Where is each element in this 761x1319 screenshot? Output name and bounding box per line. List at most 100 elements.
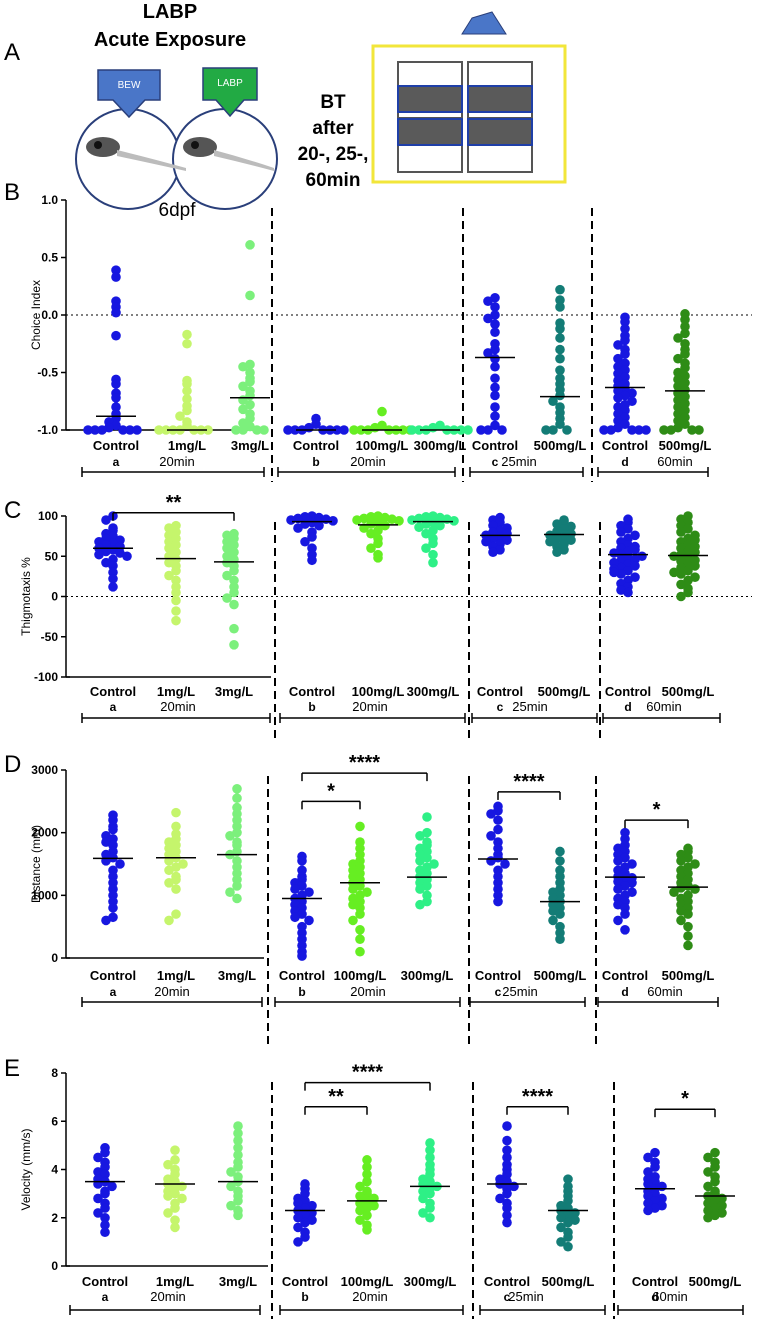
group-7: 500mg/L xyxy=(542,1174,594,1289)
data-point xyxy=(563,1196,573,1206)
data-point xyxy=(616,527,626,537)
data-point xyxy=(229,623,239,634)
data-point xyxy=(556,1212,566,1223)
data-point xyxy=(490,390,500,401)
time-bracket: 60min xyxy=(597,454,709,477)
data-point xyxy=(676,579,686,590)
data-point xyxy=(101,915,111,926)
data-point xyxy=(620,909,630,919)
time-bracket: 20min xyxy=(81,454,265,477)
data-point xyxy=(232,784,242,794)
y-tick-label: 50 xyxy=(45,549,59,563)
data-point xyxy=(111,307,121,318)
data-point xyxy=(229,587,239,598)
group-1: 1mg/L xyxy=(156,807,196,983)
data-point xyxy=(229,640,239,650)
data-point xyxy=(620,317,630,327)
group-9: 500mg/L xyxy=(659,309,711,453)
data-point xyxy=(552,519,562,529)
group-letter: d xyxy=(651,1290,658,1304)
data-point xyxy=(659,425,669,435)
data-point xyxy=(293,1212,303,1223)
data-point xyxy=(93,1179,103,1189)
data-point xyxy=(245,399,255,410)
data-point xyxy=(555,390,565,401)
data-point xyxy=(555,302,565,312)
data-point xyxy=(599,425,609,435)
data-point xyxy=(233,1150,243,1160)
group-1: 1mg/L xyxy=(155,1145,195,1289)
data-point xyxy=(703,1205,713,1216)
y-tick-label: 4 xyxy=(51,1163,58,1177)
data-point xyxy=(171,565,181,576)
data-point xyxy=(502,1135,512,1146)
data-point xyxy=(108,824,118,835)
data-point xyxy=(332,425,342,435)
data-point xyxy=(476,425,486,435)
data-point xyxy=(111,402,121,412)
data-point xyxy=(238,425,248,435)
significance-bar: * xyxy=(301,780,361,810)
panel-a-title-line2: Acute Exposure xyxy=(94,29,246,51)
data-point xyxy=(683,587,693,598)
data-point xyxy=(502,1145,512,1155)
data-point xyxy=(606,425,616,435)
y-tick-label: -50 xyxy=(41,630,59,644)
data-point xyxy=(164,915,174,926)
data-point xyxy=(683,940,693,951)
data-point xyxy=(300,1217,310,1228)
data-point xyxy=(623,587,633,598)
data-point xyxy=(666,425,676,435)
sig-label: * xyxy=(327,780,335,802)
data-point xyxy=(643,1191,653,1201)
data-point xyxy=(362,1162,372,1172)
data-point xyxy=(348,884,358,894)
category-label: 300mg/L xyxy=(404,1274,457,1289)
data-point xyxy=(483,313,493,324)
group-letter: c xyxy=(492,455,499,469)
category-label: Control xyxy=(602,438,648,453)
group-1: 1mg/L xyxy=(154,329,213,453)
data-point xyxy=(122,551,132,562)
bew-arrow-icon xyxy=(97,69,161,119)
data-point xyxy=(107,1181,117,1192)
data-point xyxy=(182,338,192,349)
sig-label: **** xyxy=(352,1062,383,1084)
bracket-label: 60min xyxy=(647,984,682,999)
bracket-label: 25min xyxy=(512,699,547,714)
panel-letter: C xyxy=(4,497,21,524)
data-point xyxy=(170,1222,180,1233)
category-label: Control xyxy=(282,1274,328,1289)
group-9: 500mg/L xyxy=(689,1147,741,1289)
data-point xyxy=(634,425,644,435)
data-point xyxy=(100,1220,110,1230)
data-point xyxy=(355,1215,365,1225)
category-label: 300mg/L xyxy=(414,438,467,453)
significance-bar: ** xyxy=(304,1086,368,1115)
arena-shaded-zone xyxy=(397,85,463,113)
data-point xyxy=(673,353,683,364)
time-bracket: 20min xyxy=(274,984,461,1007)
data-point xyxy=(111,272,121,282)
data-point xyxy=(650,1147,660,1158)
data-point xyxy=(233,1196,243,1206)
group-9: 500mg/L xyxy=(662,843,714,983)
data-point xyxy=(154,425,164,435)
data-point xyxy=(609,548,619,558)
data-point xyxy=(563,1217,573,1228)
data-point xyxy=(490,411,500,422)
group-letter: d xyxy=(621,455,628,469)
sig-label: * xyxy=(653,799,661,821)
data-point xyxy=(490,353,500,364)
group-9: 500mg/L xyxy=(662,511,714,699)
panel-letter: E xyxy=(4,1055,20,1082)
data-point xyxy=(502,1152,512,1163)
group-2: 3mg/L xyxy=(214,528,254,699)
data-point xyxy=(293,1237,303,1247)
data-point xyxy=(283,425,293,435)
data-point xyxy=(556,1222,566,1233)
sig-label: ** xyxy=(328,1086,344,1108)
